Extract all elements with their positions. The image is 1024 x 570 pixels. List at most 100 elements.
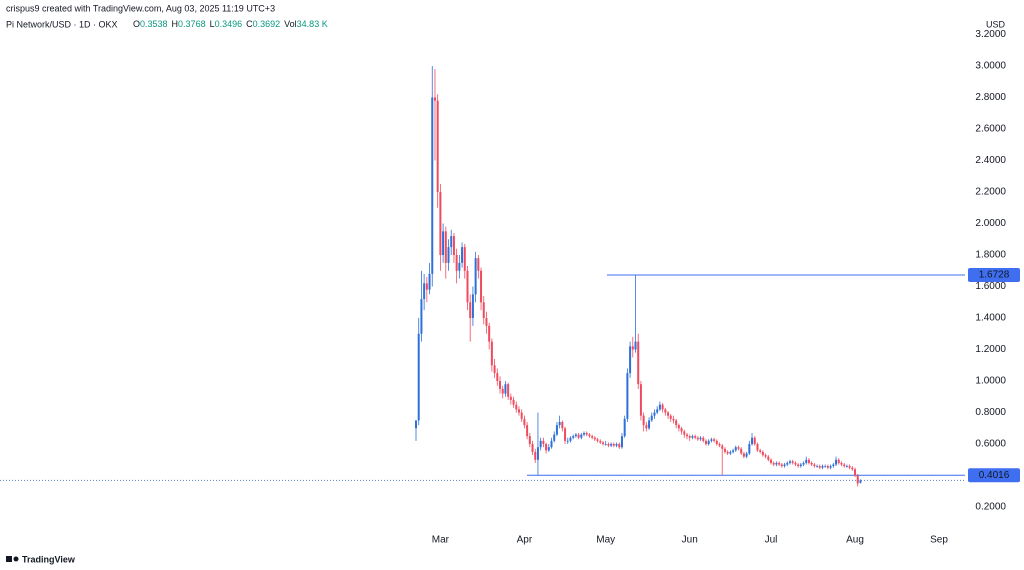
candle-body <box>794 462 797 465</box>
brand-logo: TradingView <box>6 554 76 564</box>
candle-body <box>675 420 678 426</box>
candle-body <box>523 418 526 426</box>
candle-body <box>553 434 556 441</box>
candle-body <box>458 262 461 271</box>
y-tick-label: 2.4000 <box>975 155 1006 166</box>
candle-body <box>610 444 613 446</box>
y-tick-label: 0.6000 <box>975 439 1006 450</box>
candle-body <box>683 431 686 435</box>
candle-body <box>753 437 756 445</box>
y-tick-label: 3.2000 <box>975 29 1006 40</box>
candle-body <box>601 442 604 445</box>
candle-body <box>699 437 702 440</box>
candle-body <box>810 462 813 465</box>
candle-body <box>856 475 859 484</box>
candle-body <box>707 440 710 445</box>
candle-body <box>691 436 694 438</box>
candle-body <box>742 453 745 457</box>
candle-body <box>417 333 420 421</box>
candle-body <box>751 437 754 445</box>
y-tick-label: 1.8000 <box>975 250 1006 261</box>
candle-body <box>797 464 800 467</box>
candle-body <box>509 396 512 400</box>
candle-body <box>604 444 607 445</box>
candle-body <box>526 425 529 437</box>
candle-body <box>504 384 507 394</box>
candle-body <box>536 447 539 460</box>
candle-body <box>574 434 577 437</box>
candle-body <box>667 412 670 416</box>
candle-body <box>783 464 786 467</box>
candle-body <box>425 283 428 290</box>
level-tag <box>968 468 1020 483</box>
candle-body <box>656 409 659 413</box>
candle-body <box>767 456 770 460</box>
candle-body <box>583 433 586 435</box>
candle-body <box>788 461 791 463</box>
candle-body <box>740 448 743 454</box>
candle-body <box>547 447 550 451</box>
candle-body <box>737 447 740 449</box>
candle-body <box>807 459 810 463</box>
candle-body <box>829 466 832 468</box>
x-tick-label: Aug <box>846 535 864 546</box>
candle-body <box>480 270 483 303</box>
candle-body <box>677 425 680 429</box>
level-tag <box>968 268 1020 283</box>
candle-body <box>561 421 564 429</box>
candle-body <box>596 439 599 441</box>
candle-body <box>591 436 594 438</box>
candle-body <box>664 409 667 413</box>
candle-body <box>439 191 442 255</box>
candle-body <box>569 437 572 441</box>
candle-body <box>433 97 436 101</box>
candle-body <box>851 467 854 470</box>
candle-body <box>826 466 829 468</box>
ohlc-value: 0.3768 <box>178 19 206 29</box>
logo-mark <box>13 556 19 562</box>
candle-body <box>577 434 580 438</box>
y-tick-label: 2.8000 <box>975 92 1006 103</box>
candle-body <box>534 451 537 460</box>
candle-body <box>420 299 423 334</box>
candle-body <box>431 97 434 274</box>
y-tick-label: 0.2000 <box>975 502 1006 513</box>
candle-body <box>845 466 848 467</box>
y-tick-label: 1.4000 <box>975 313 1006 324</box>
candle-body <box>599 440 602 443</box>
candle-body <box>718 444 721 446</box>
x-tick-label: Jul <box>765 535 778 546</box>
candle-body <box>713 439 716 441</box>
candle-body <box>566 440 569 442</box>
candle-body <box>542 440 545 445</box>
candle-body <box>531 444 534 452</box>
candle-body <box>623 418 626 437</box>
candle-body <box>726 451 729 454</box>
candle-body <box>645 425 648 429</box>
candle-body <box>772 462 775 465</box>
candle-body <box>415 420 417 429</box>
candle-body <box>585 433 588 435</box>
candle-body <box>626 373 629 419</box>
candle-body <box>702 437 705 441</box>
author-line: crispus9 created with TradingView.com, A… <box>6 3 275 13</box>
candle-body <box>791 461 794 463</box>
candle-body <box>488 325 491 342</box>
candle-body <box>832 464 835 467</box>
candle-body <box>661 404 664 410</box>
y-tick-label: 1.6000 <box>975 281 1006 292</box>
candle-body <box>837 459 840 463</box>
ohlc-label: H <box>172 19 179 29</box>
candle-body <box>593 437 596 440</box>
candle-body <box>756 444 759 451</box>
candle-body <box>813 464 816 467</box>
candle-body <box>436 100 439 192</box>
candle-body <box>778 462 781 465</box>
candle-body <box>786 462 789 465</box>
candle-body <box>428 273 431 290</box>
volume-value: 34.83 K <box>297 19 328 29</box>
candle-body <box>501 388 504 394</box>
x-tick-label: Jun <box>682 535 698 546</box>
candle-body <box>493 365 496 374</box>
